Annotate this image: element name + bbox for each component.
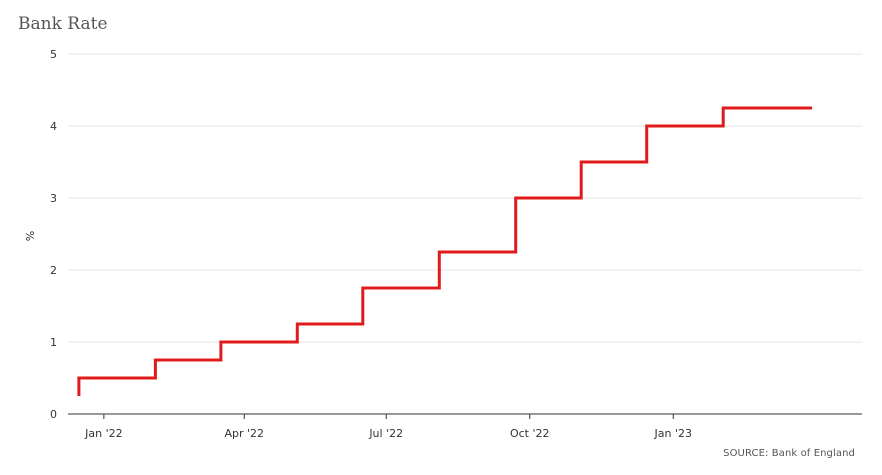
x-tick-label: Jul '22 <box>368 427 403 440</box>
chart-title: Bank Rate <box>18 14 108 34</box>
bank-rate-line <box>77 106 813 396</box>
y-axis-label: % <box>24 231 37 241</box>
x-tick-label: Oct '22 <box>510 427 550 440</box>
y-tick-label: 3 <box>50 192 57 205</box>
x-axis-ticks: Jan '22 Apr '22 Jul '22 Oct '22 Jan '23 <box>84 414 692 440</box>
x-tick-label: Jan '23 <box>654 427 692 440</box>
y-axis-ticks: 0 1 2 3 4 5 <box>50 48 57 421</box>
x-tick-label: Jan '22 <box>84 427 122 440</box>
y-tick-label: 4 <box>50 120 57 133</box>
x-tick-label: Apr '22 <box>224 427 264 440</box>
y-tick-label: 5 <box>50 48 57 61</box>
source-note: SOURCE: Bank of England <box>723 448 855 459</box>
y-tick-label: 2 <box>50 264 57 277</box>
y-tick-label: 1 <box>50 336 57 349</box>
y-tick-label: 0 <box>50 408 57 421</box>
grid-lines <box>68 53 862 343</box>
